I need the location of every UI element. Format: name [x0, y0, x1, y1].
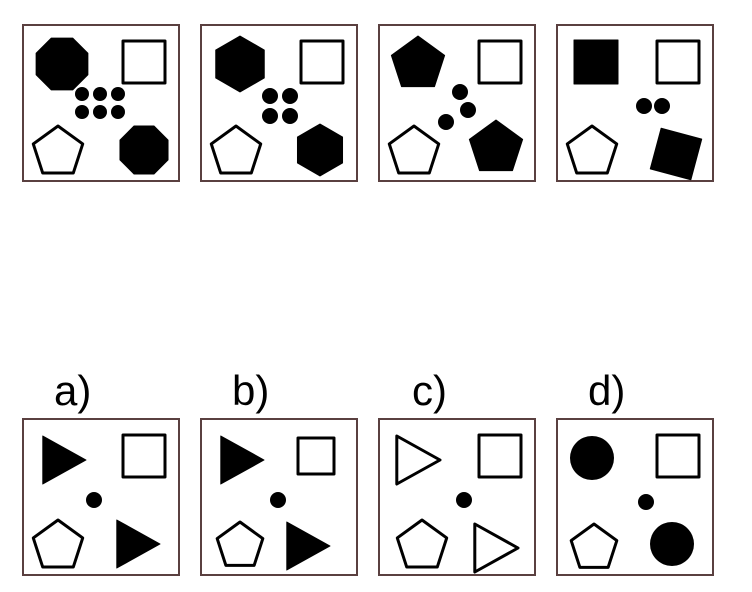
option-panel-a	[22, 418, 180, 576]
sequence-panel-3	[378, 24, 536, 182]
puzzle-stage: a) b) c) d)	[0, 0, 752, 592]
option-label-b: b)	[232, 370, 269, 412]
option-panel-d	[556, 418, 714, 576]
option-label-c: c)	[412, 370, 447, 412]
sequence-panel-4	[556, 24, 714, 182]
option-panel-c	[378, 418, 536, 576]
option-label-d: d)	[588, 370, 625, 412]
sequence-panel-1	[22, 24, 180, 182]
option-label-a: a)	[54, 370, 91, 412]
sequence-panel-2	[200, 24, 358, 182]
option-panel-b	[200, 418, 358, 576]
